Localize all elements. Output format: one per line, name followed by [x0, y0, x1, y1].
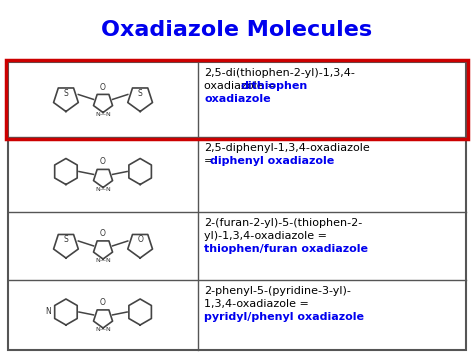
Text: =: =: [204, 156, 217, 166]
Text: N—N: N—N: [95, 327, 111, 332]
Text: N: N: [45, 307, 51, 317]
Text: S: S: [64, 235, 68, 244]
Text: diphenyl oxadiazole: diphenyl oxadiazole: [210, 156, 334, 166]
Text: N—N: N—N: [95, 111, 111, 116]
Text: 1,3,4-oxadiazole =: 1,3,4-oxadiazole =: [204, 299, 312, 309]
Text: S: S: [138, 88, 143, 98]
Text: thiophen/furan oxadiazole: thiophen/furan oxadiazole: [204, 244, 368, 254]
Text: oxadiazole =: oxadiazole =: [204, 81, 280, 91]
Text: O: O: [100, 298, 106, 307]
Text: pyridyl/phenyl oxadiazole: pyridyl/phenyl oxadiazole: [204, 312, 364, 322]
Bar: [8, 62, 466, 350]
Bar: [6, 60, 468, 139]
Text: O: O: [100, 229, 106, 238]
Text: O: O: [100, 82, 106, 92]
Text: 2-phenyl-5-(pyridine-3-yl)-: 2-phenyl-5-(pyridine-3-yl)-: [204, 286, 351, 296]
Text: O: O: [137, 235, 143, 244]
Text: 2-(furan-2-yl)-5-(thiophen-2-: 2-(furan-2-yl)-5-(thiophen-2-: [204, 218, 362, 228]
Text: S: S: [64, 88, 68, 98]
Text: N—N: N—N: [95, 187, 111, 192]
Text: oxadiazole: oxadiazole: [204, 94, 271, 104]
Text: 2,5-diphenyl-1,3,4-oxadiazole: 2,5-diphenyl-1,3,4-oxadiazole: [204, 143, 370, 153]
Text: N—N: N—N: [95, 258, 111, 263]
Text: 2,5-di(thiophen-2-yl)-1,3,4-: 2,5-di(thiophen-2-yl)-1,3,4-: [204, 68, 355, 78]
Text: O: O: [100, 158, 106, 166]
Text: Oxadiazole Molecules: Oxadiazole Molecules: [101, 20, 373, 40]
Text: dithiophen: dithiophen: [240, 81, 307, 91]
Text: yl)-1,3,4-oxadiazole =: yl)-1,3,4-oxadiazole =: [204, 231, 330, 241]
